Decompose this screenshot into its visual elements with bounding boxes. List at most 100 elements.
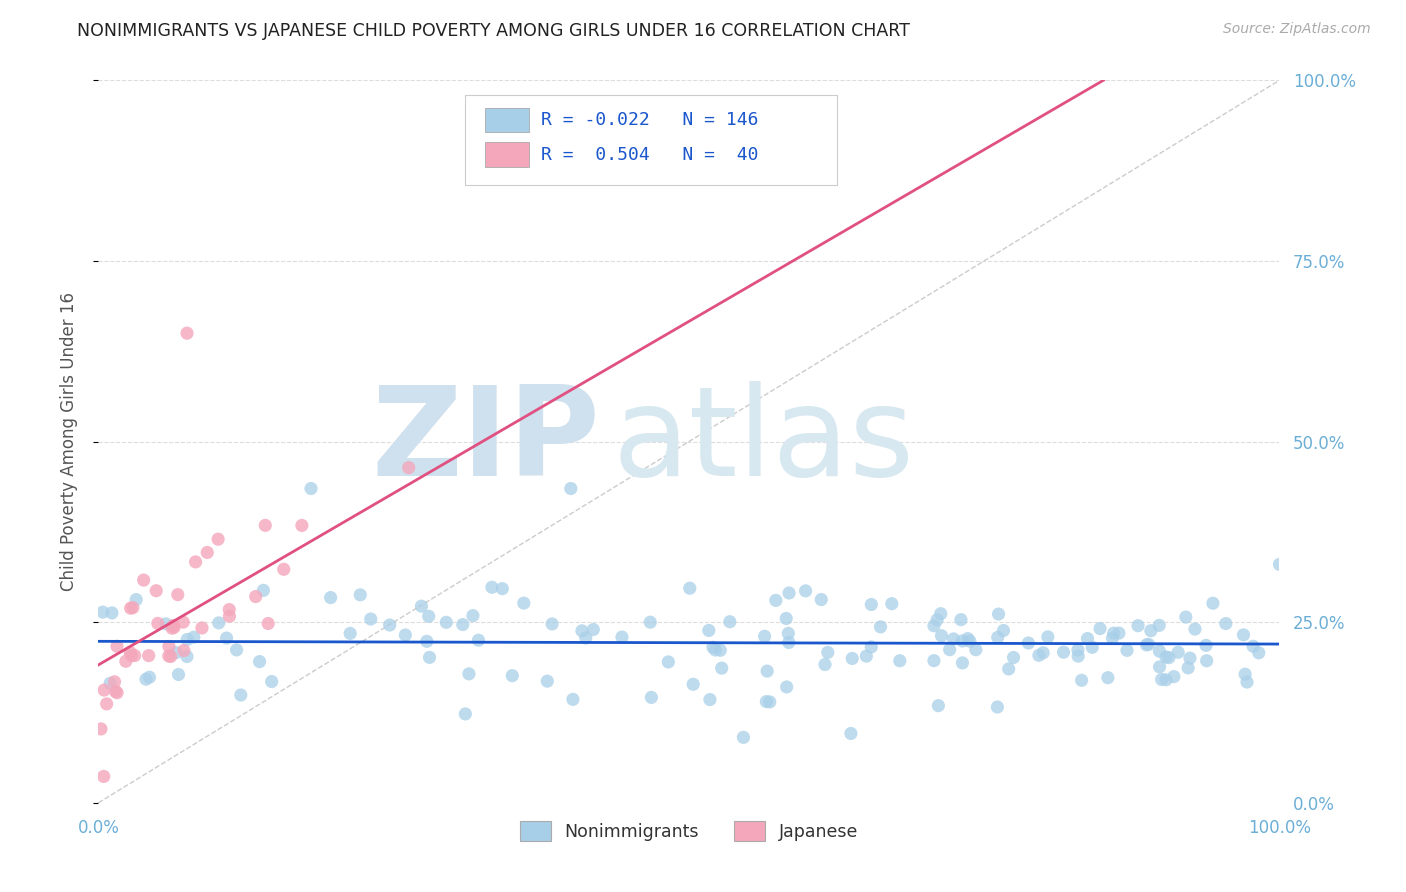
Point bbox=[1036, 630, 1059, 644]
Point bbox=[1178, 651, 1201, 665]
Point bbox=[541, 616, 564, 631]
Point bbox=[817, 645, 839, 659]
Point bbox=[172, 615, 194, 629]
Point bbox=[451, 617, 474, 632]
Point bbox=[145, 583, 167, 598]
Point bbox=[952, 656, 974, 670]
Point bbox=[1102, 626, 1125, 640]
Point bbox=[1135, 638, 1157, 652]
Point bbox=[758, 695, 780, 709]
Point bbox=[155, 616, 177, 631]
Point bbox=[90, 722, 112, 736]
Point bbox=[697, 624, 720, 638]
Point bbox=[765, 593, 787, 607]
Point bbox=[184, 555, 207, 569]
Point bbox=[218, 609, 240, 624]
Point bbox=[176, 326, 198, 340]
Point bbox=[997, 662, 1019, 676]
Text: ZIP: ZIP bbox=[371, 381, 600, 502]
Point bbox=[1101, 631, 1123, 645]
Point bbox=[132, 573, 155, 587]
Point bbox=[1028, 648, 1050, 663]
Point bbox=[249, 655, 271, 669]
Point bbox=[120, 648, 142, 663]
Point bbox=[378, 618, 401, 632]
Point bbox=[208, 615, 231, 630]
Point bbox=[1232, 628, 1254, 642]
Point bbox=[1149, 660, 1171, 674]
Point bbox=[987, 607, 1010, 621]
Point bbox=[176, 632, 198, 647]
Point bbox=[610, 630, 633, 644]
Point bbox=[582, 623, 605, 637]
Point bbox=[638, 615, 661, 630]
Point bbox=[1002, 650, 1025, 665]
Point bbox=[122, 600, 145, 615]
Point bbox=[135, 672, 157, 686]
Point bbox=[1184, 622, 1206, 636]
Point bbox=[1149, 644, 1171, 658]
Point bbox=[481, 580, 503, 594]
Point bbox=[1154, 650, 1177, 665]
Point bbox=[1017, 636, 1039, 650]
Point bbox=[98, 676, 121, 690]
Point bbox=[1163, 670, 1185, 684]
Point bbox=[938, 642, 960, 657]
Point bbox=[950, 634, 973, 648]
Point bbox=[411, 599, 433, 614]
Point bbox=[166, 588, 188, 602]
Point bbox=[682, 677, 704, 691]
Point bbox=[860, 640, 883, 654]
Point bbox=[418, 650, 440, 665]
Point bbox=[138, 670, 160, 684]
Point bbox=[159, 649, 181, 664]
Point bbox=[218, 602, 240, 616]
Text: atlas: atlas bbox=[612, 381, 914, 502]
Point bbox=[157, 648, 180, 663]
Point bbox=[922, 654, 945, 668]
Point bbox=[120, 645, 142, 659]
Point bbox=[1177, 661, 1199, 675]
Point bbox=[394, 628, 416, 642]
Point bbox=[1167, 645, 1189, 659]
Point bbox=[1081, 640, 1104, 655]
Point bbox=[561, 692, 583, 706]
Point bbox=[927, 698, 949, 713]
Point bbox=[949, 613, 972, 627]
Bar bbox=[485, 108, 530, 132]
Legend: Nonimmigrants, Japanese: Nonimmigrants, Japanese bbox=[513, 814, 865, 848]
Point bbox=[160, 621, 183, 635]
Point bbox=[291, 518, 314, 533]
Point bbox=[841, 651, 863, 665]
Point bbox=[195, 545, 218, 559]
Point bbox=[349, 588, 371, 602]
Point bbox=[922, 619, 945, 633]
Point bbox=[461, 608, 484, 623]
Point bbox=[173, 643, 195, 657]
Point bbox=[104, 684, 127, 698]
Point bbox=[1116, 643, 1139, 657]
Point bbox=[987, 631, 1010, 645]
Point bbox=[103, 674, 125, 689]
Point bbox=[319, 591, 342, 605]
Point bbox=[191, 621, 214, 635]
Point bbox=[162, 618, 184, 632]
Point bbox=[959, 634, 981, 648]
Point bbox=[536, 674, 558, 689]
Point bbox=[1067, 643, 1090, 657]
Point bbox=[679, 581, 702, 595]
Point bbox=[571, 624, 593, 638]
Point bbox=[1097, 671, 1119, 685]
Point bbox=[501, 668, 523, 682]
Point bbox=[754, 629, 776, 643]
Point bbox=[1137, 637, 1160, 651]
Point bbox=[207, 532, 229, 546]
Point bbox=[360, 612, 382, 626]
Point bbox=[869, 620, 891, 634]
Point bbox=[1268, 558, 1291, 572]
Point bbox=[855, 649, 877, 664]
Point bbox=[416, 634, 439, 648]
Point bbox=[1070, 673, 1092, 688]
Point bbox=[513, 596, 536, 610]
Point bbox=[775, 611, 797, 625]
